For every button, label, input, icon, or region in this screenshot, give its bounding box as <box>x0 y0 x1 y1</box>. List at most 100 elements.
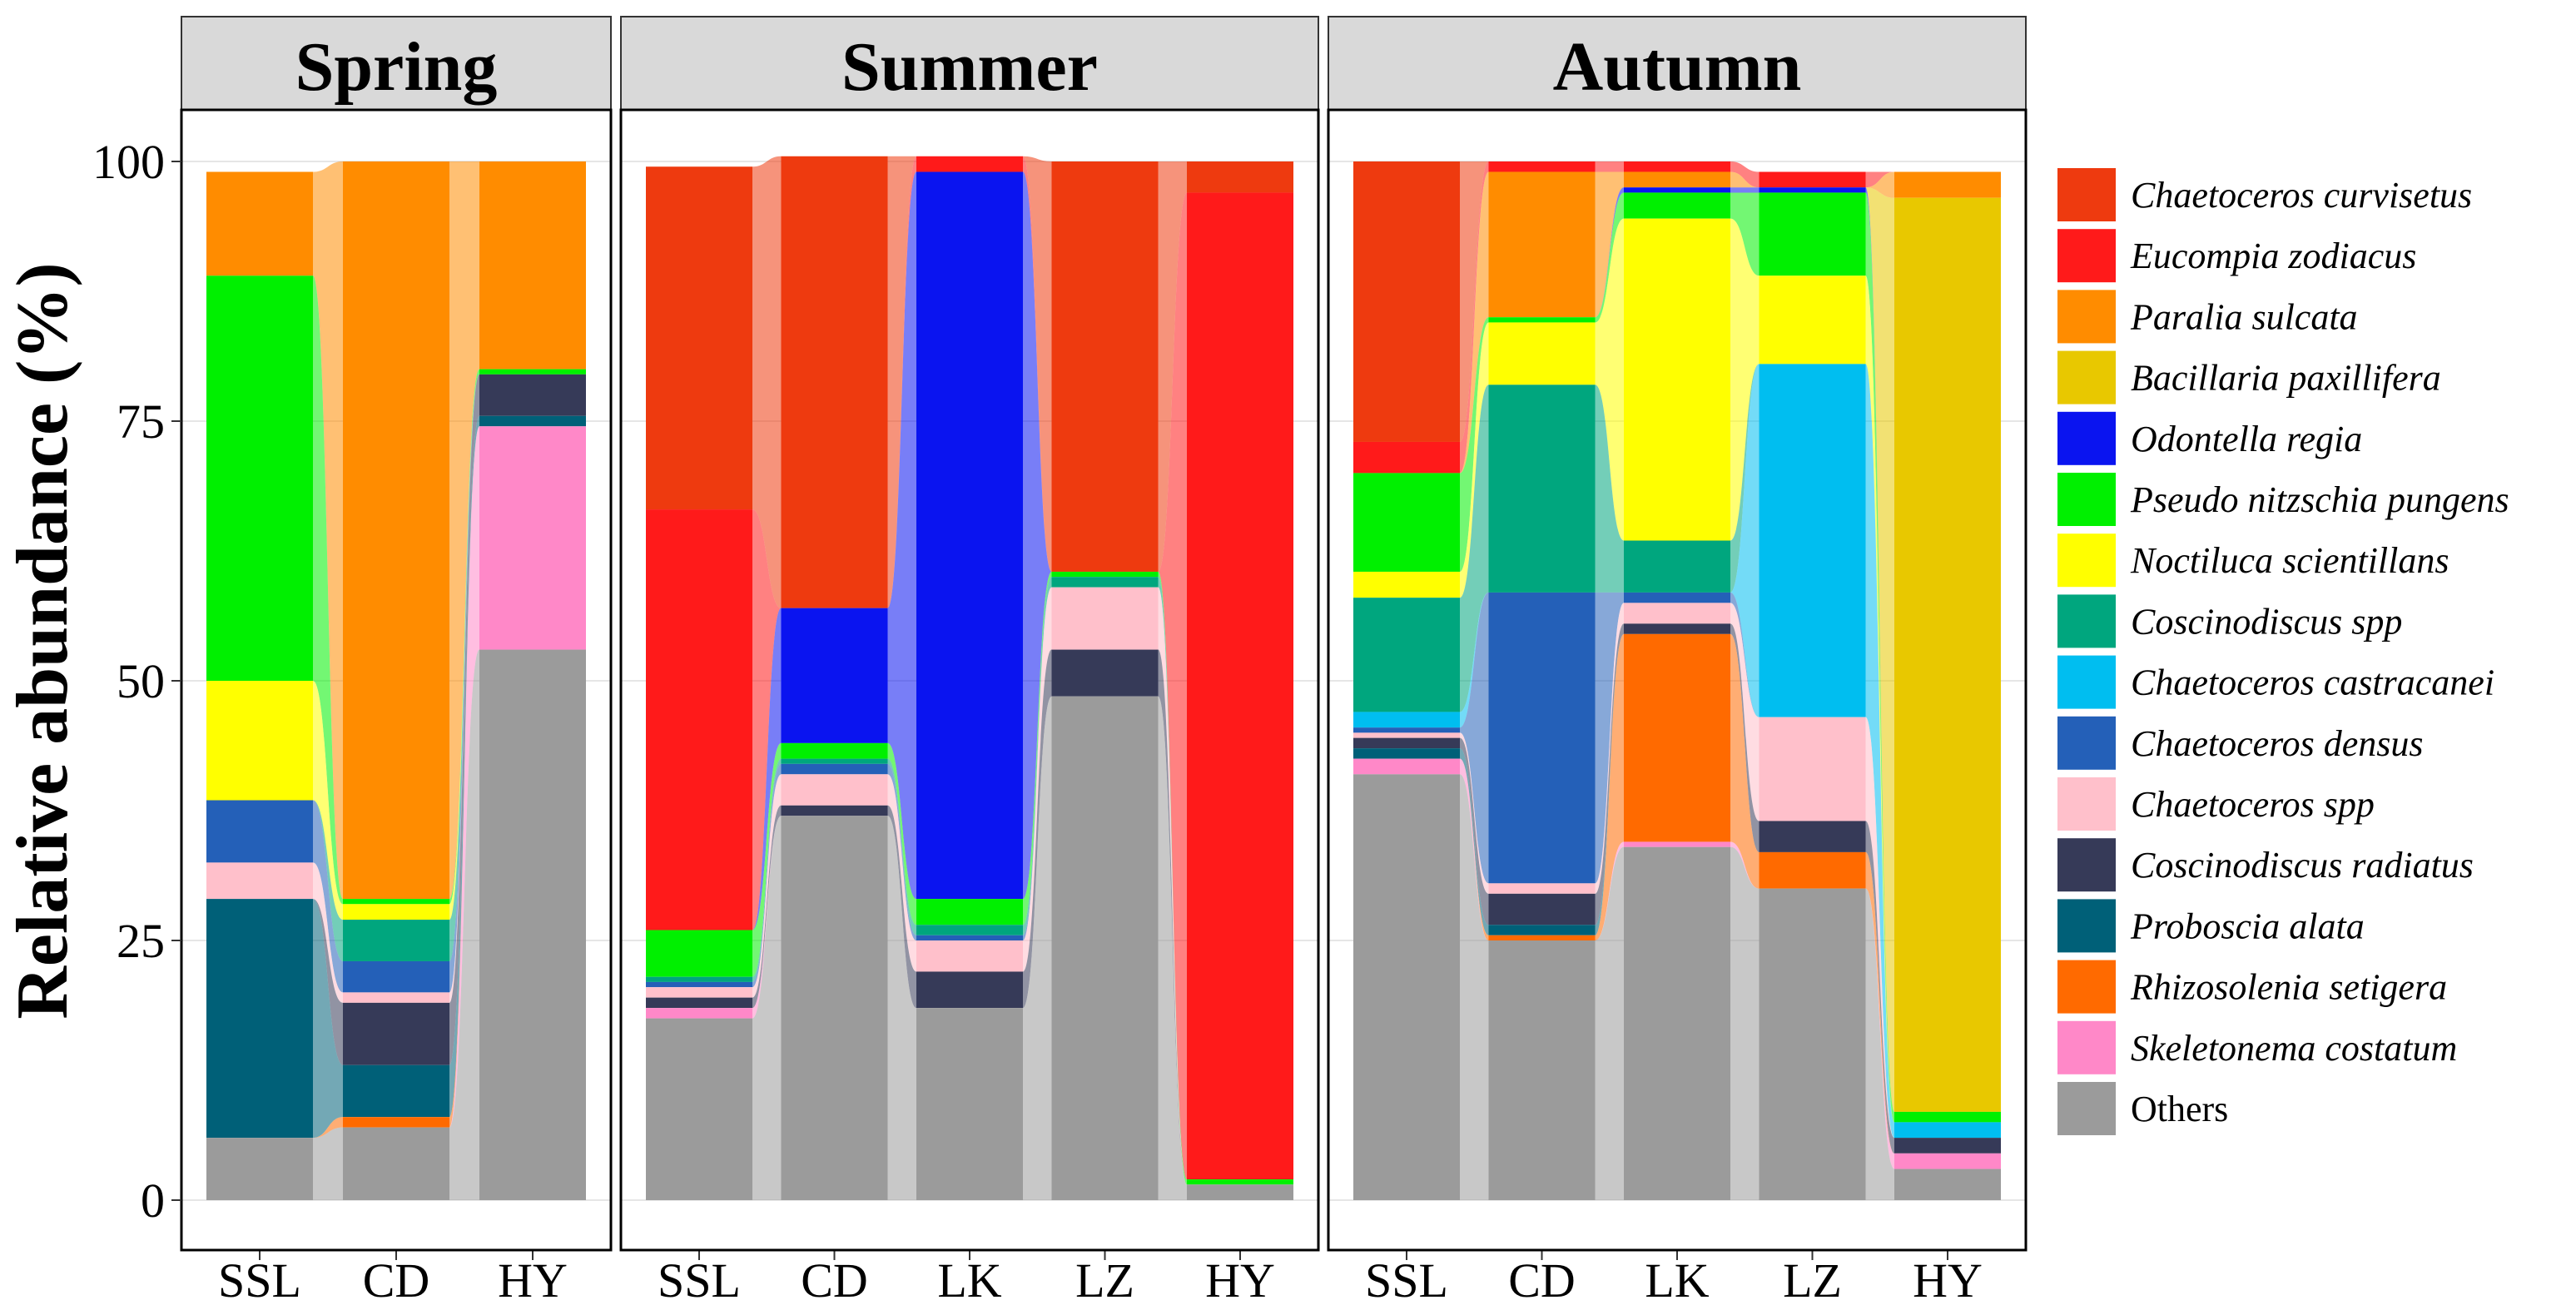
bar-segment-autumn-hy-3 <box>1894 197 2001 1112</box>
bar-segment-spring-cd-5 <box>343 899 449 905</box>
bar-segment-autumn-cd-1 <box>1488 161 1596 172</box>
bar-segment-summer-hy-1 <box>1187 192 1293 1180</box>
flow-spring-0-10 <box>313 862 343 1003</box>
bar-segment-autumn-cd-10 <box>1488 883 1596 894</box>
flow-autumn-0-9 <box>1460 592 1489 884</box>
legend-label: Proboscia alata <box>2130 906 2365 946</box>
panel-title: Summer <box>841 28 1098 106</box>
bar-segment-autumn-lk-11 <box>1624 623 1730 634</box>
bar-segment-spring-cd-10 <box>343 992 449 1003</box>
bar-segment-autumn-hy-15 <box>1894 1169 2001 1200</box>
flow-summer-0-4 <box>752 608 782 930</box>
bar-segment-autumn-lz-13 <box>1759 851 1866 889</box>
bar-segment-autumn-lz-4 <box>1759 187 1866 193</box>
flow-spring-0-12 <box>313 899 343 1139</box>
flow-autumn-2-1 <box>1730 161 1760 188</box>
flow-summer-3-0 <box>1158 161 1187 572</box>
flow-autumn-1-7 <box>1595 385 1624 593</box>
bar-segment-summer-lk-9 <box>916 935 1023 940</box>
bar-segment-autumn-lk-1 <box>1624 161 1730 172</box>
bar-segment-autumn-lz-6 <box>1759 275 1866 365</box>
flow-summer-2-15 <box>1023 696 1052 1200</box>
bar-segment-summer-lk-10 <box>916 940 1023 972</box>
bar-segment-summer-lz-11 <box>1051 649 1159 697</box>
flow-autumn-2-6 <box>1730 218 1760 541</box>
bar-segment-summer-cd-9 <box>781 763 888 775</box>
bar-segment-autumn-hy-14 <box>1894 1153 2001 1169</box>
flow-autumn-2-9 <box>1730 592 1760 717</box>
x-tick-label: SSL <box>658 1253 741 1305</box>
bar-segment-autumn-lk-15 <box>1624 846 1730 1200</box>
flow-summer-0-7 <box>752 758 782 982</box>
flow-autumn-3-8 <box>1865 364 1894 1139</box>
panel-title: Spring <box>295 28 498 106</box>
legend-key <box>2057 473 2116 526</box>
bar-segment-summer-lk-5 <box>916 899 1023 925</box>
bar-segment-spring-hy-14 <box>479 426 586 650</box>
panel-strip <box>1328 16 2027 111</box>
legend-label: Others <box>2131 1089 2228 1129</box>
bar-segment-summer-cd-7 <box>781 758 888 764</box>
flow-summer-2-4 <box>1023 171 1052 900</box>
bar-segment-autumn-ssl-8 <box>1353 712 1460 728</box>
x-tick-label: LK <box>937 1253 1001 1305</box>
flow-autumn-0-11 <box>1460 737 1489 925</box>
flow-summer-2-5 <box>1023 571 1052 925</box>
bar-segment-autumn-cd-9 <box>1488 592 1596 884</box>
flow-spring-1-15 <box>449 649 479 1200</box>
flow-autumn-2-11 <box>1730 623 1760 852</box>
panel-spring: Spring SSL CD HY <box>180 16 613 1305</box>
bar-segment-autumn-lk-4 <box>1624 187 1730 193</box>
bar-segment-autumn-ssl-15 <box>1353 774 1460 1200</box>
x-tick-label: HY <box>498 1253 568 1305</box>
flow-summer-0-11 <box>752 805 782 1009</box>
bar-segment-autumn-lz-1 <box>1759 171 1866 188</box>
x-tick-label: HY <box>1205 1253 1275 1305</box>
legend-key <box>2057 168 2116 221</box>
flow-summer-1-4 <box>887 171 916 900</box>
flow-summer-3-10 <box>1158 587 1187 1185</box>
bar-segment-autumn-ssl-11 <box>1353 737 1460 749</box>
flow-summer-2-10 <box>1023 587 1052 972</box>
panel-strip <box>181 16 612 111</box>
flow-autumn-1-1 <box>1595 161 1624 172</box>
legend-key <box>2057 899 2116 953</box>
legend-label: Pseudo nitzschia pungens <box>2130 479 2509 520</box>
bar-segment-autumn-ssl-14 <box>1353 758 1460 775</box>
bar-segment-spring-ssl-10 <box>206 862 313 900</box>
flow-autumn-1-6 <box>1595 218 1624 541</box>
bar-segment-autumn-lk-13 <box>1624 633 1730 842</box>
x-tick-label: LZ <box>1075 1253 1134 1305</box>
bar-segment-summer-cd-5 <box>781 742 888 759</box>
flow-autumn-0-6 <box>1460 322 1489 598</box>
flow-autumn-0-10 <box>1460 732 1489 894</box>
bar-segment-autumn-cd-11 <box>1488 893 1596 925</box>
bar-segment-summer-ssl-0 <box>646 166 752 510</box>
flow-autumn-1-9 <box>1595 592 1624 884</box>
flow-summer-0-1 <box>752 509 782 930</box>
legend-key <box>2057 411 2116 465</box>
bar-segment-spring-ssl-5 <box>206 275 313 681</box>
flow-autumn-1-14 <box>1595 841 1624 940</box>
bar-segment-autumn-lz-10 <box>1759 717 1866 821</box>
flow-autumn-0-12 <box>1460 748 1489 935</box>
legend-key <box>2057 350 2116 404</box>
flow-autumn-1-5 <box>1595 192 1624 323</box>
panel-border <box>1327 108 2028 1252</box>
flow-summer-1-7 <box>887 758 916 935</box>
flow-summer-2-1 <box>1023 156 1052 572</box>
flow-summer-0-9 <box>752 763 782 988</box>
bar-segment-summer-lz-7 <box>1051 577 1159 588</box>
bar-segment-autumn-cd-13 <box>1488 935 1596 940</box>
flow-autumn-2-15 <box>1730 846 1760 1200</box>
y-tick-label: 25 <box>117 914 165 968</box>
flow-summer-1-1 <box>887 156 916 608</box>
bar-segment-summer-cd-0 <box>781 156 888 608</box>
flow-autumn-0-15 <box>1460 774 1489 1200</box>
flow-summer-0-15 <box>752 816 782 1200</box>
bar-segment-autumn-cd-15 <box>1488 940 1596 1200</box>
bar-segment-summer-ssl-14 <box>646 1008 752 1019</box>
bar-segment-spring-hy-15 <box>479 649 586 1200</box>
bar-segment-summer-hy-0 <box>1187 161 1293 193</box>
